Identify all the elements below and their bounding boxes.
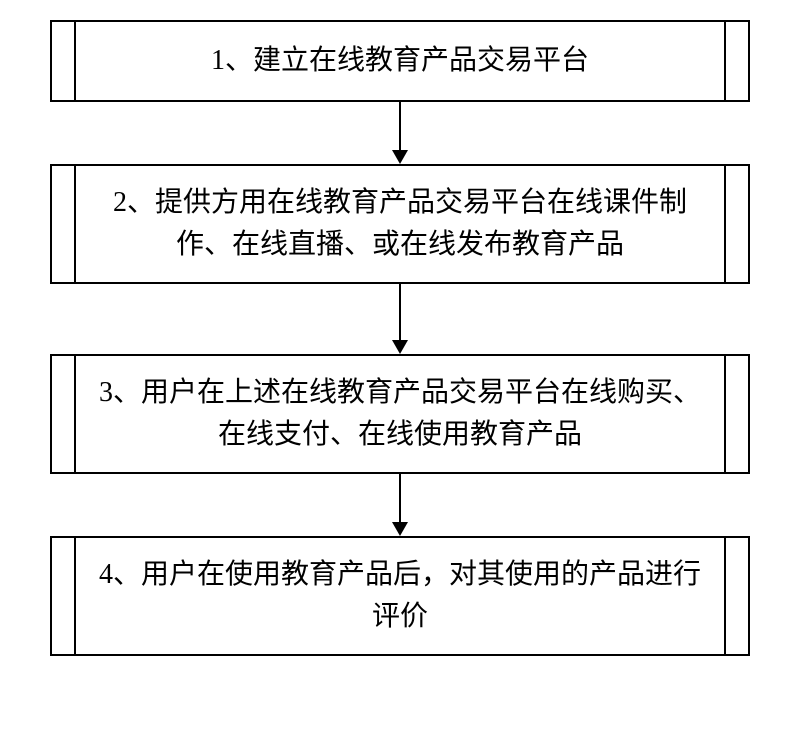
step-left-bar bbox=[52, 22, 76, 100]
step-right-bar bbox=[724, 166, 748, 282]
step-box-2: 2、提供方用在线教育产品交易平台在线课件制作、在线直播、或在线发布教育产品 bbox=[50, 164, 750, 284]
step-content-1: 1、建立在线教育产品交易平台 bbox=[76, 22, 724, 100]
step-right-bar bbox=[724, 22, 748, 100]
arrow-1-2 bbox=[392, 102, 408, 164]
flowchart-container: 1、建立在线教育产品交易平台 2、提供方用在线教育产品交易平台在线课件制作、在线… bbox=[30, 20, 770, 656]
step-box-1: 1、建立在线教育产品交易平台 bbox=[50, 20, 750, 102]
arrow-head-icon bbox=[392, 150, 408, 164]
arrow-2-3 bbox=[392, 284, 408, 354]
arrow-line bbox=[399, 284, 401, 340]
step-content-3: 3、用户在上述在线教育产品交易平台在线购买、在线支付、在线使用教育产品 bbox=[76, 356, 724, 472]
step-right-bar bbox=[724, 356, 748, 472]
arrow-head-icon bbox=[392, 340, 408, 354]
arrow-3-4 bbox=[392, 474, 408, 536]
step-text: 3、用户在上述在线教育产品交易平台在线购买、在线支付、在线使用教育产品 bbox=[92, 372, 708, 456]
step-text: 1、建立在线教育产品交易平台 bbox=[211, 40, 589, 82]
step-content-2: 2、提供方用在线教育产品交易平台在线课件制作、在线直播、或在线发布教育产品 bbox=[76, 166, 724, 282]
arrow-line bbox=[399, 474, 401, 522]
step-left-bar bbox=[52, 166, 76, 282]
step-left-bar bbox=[52, 538, 76, 654]
step-text: 2、提供方用在线教育产品交易平台在线课件制作、在线直播、或在线发布教育产品 bbox=[92, 182, 708, 266]
step-right-bar bbox=[724, 538, 748, 654]
arrow-head-icon bbox=[392, 522, 408, 536]
step-content-4: 4、用户在使用教育产品后，对其使用的产品进行评价 bbox=[76, 538, 724, 654]
step-box-3: 3、用户在上述在线教育产品交易平台在线购买、在线支付、在线使用教育产品 bbox=[50, 354, 750, 474]
arrow-line bbox=[399, 102, 401, 150]
step-left-bar bbox=[52, 356, 76, 472]
step-text: 4、用户在使用教育产品后，对其使用的产品进行评价 bbox=[92, 554, 708, 638]
step-box-4: 4、用户在使用教育产品后，对其使用的产品进行评价 bbox=[50, 536, 750, 656]
